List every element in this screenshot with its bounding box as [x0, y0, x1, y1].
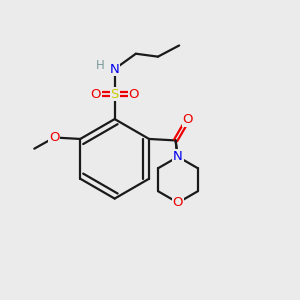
Text: O: O	[173, 196, 183, 209]
Text: O: O	[49, 131, 60, 144]
Text: O: O	[90, 88, 101, 100]
Text: H: H	[96, 59, 104, 72]
Text: O: O	[129, 88, 139, 100]
Text: N: N	[173, 150, 183, 163]
Text: S: S	[110, 88, 119, 100]
Text: N: N	[110, 62, 119, 76]
Text: O: O	[183, 113, 193, 126]
